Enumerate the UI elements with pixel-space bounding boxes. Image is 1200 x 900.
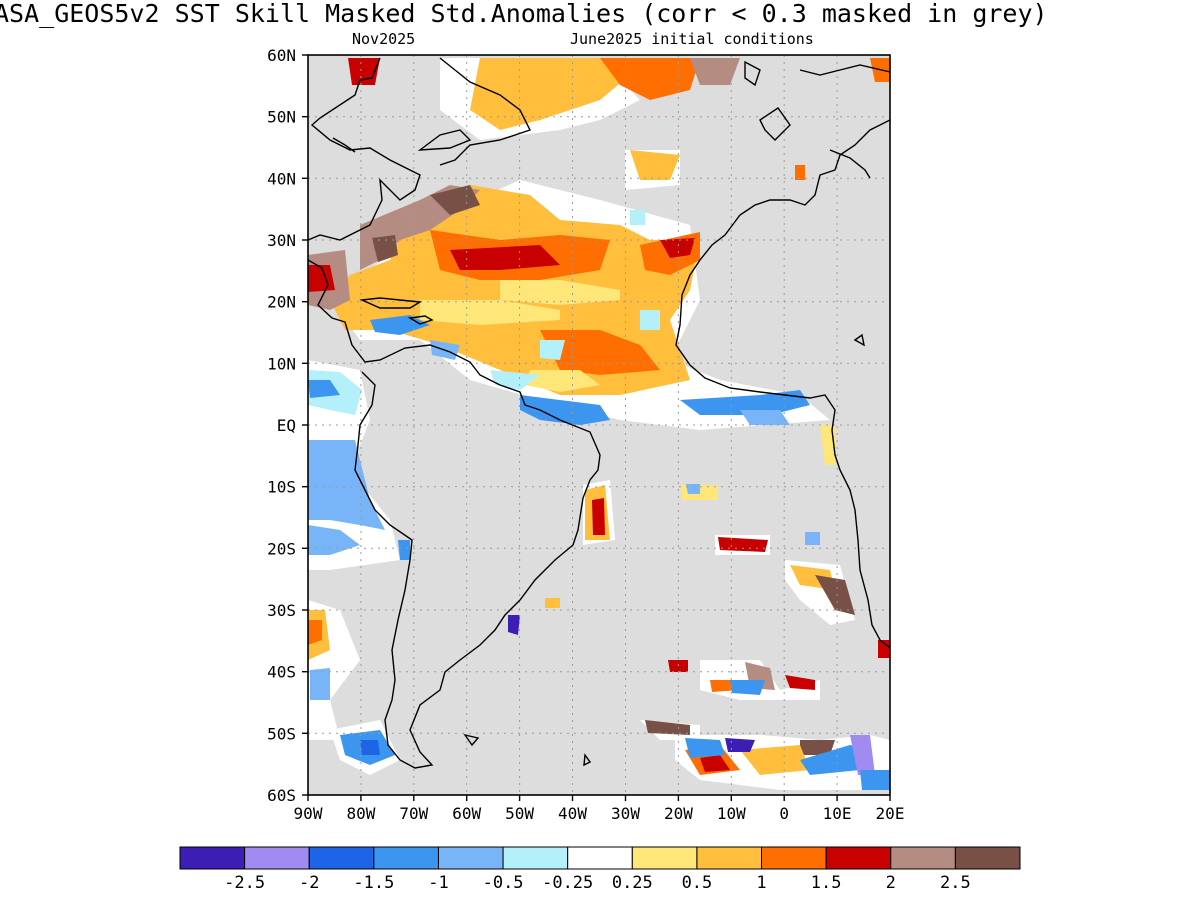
legend-swatch [437, 846, 504, 870]
lon-label: 30W [611, 804, 640, 823]
lat-label: 10N [267, 354, 296, 373]
map-title: ASA_GEOS5v2 SST Skill Masked Std.Anomali… [0, 0, 1048, 28]
lat-labels: 60N 50N 40N 30N 20N 10N EQ 10S 20S 30S 4… [267, 46, 296, 805]
lat-label: 20N [267, 293, 296, 312]
legend-swatch [373, 846, 439, 870]
map-plot-area [308, 55, 890, 795]
lon-label: 20E [876, 804, 905, 823]
lat-label: 50N [267, 108, 296, 127]
coastlines [308, 57, 890, 769]
lat-label: 10S [267, 478, 296, 497]
lat-label: 60N [267, 46, 296, 65]
legend-tick-label: -0.5 [483, 873, 524, 893]
legend-tick-label: 2.5 [940, 873, 971, 893]
legend-swatch [825, 846, 892, 870]
graticule [308, 55, 890, 795]
lat-label: 60S [267, 786, 296, 805]
lon-label: 10W [717, 804, 746, 823]
legend-swatch [308, 846, 375, 870]
legend-swatch [890, 846, 956, 870]
lon-labels: 90W 80W 70W 60W 50W 40W 30W 20W 10W 0 10… [294, 804, 905, 823]
legend-tick-label: 2 [886, 873, 896, 893]
lat-label: 40N [267, 169, 296, 188]
legend-swatch [954, 846, 1021, 870]
legend-tick-label: 1.5 [811, 873, 842, 893]
lon-label: 40W [558, 804, 587, 823]
legend-swatch [631, 846, 698, 870]
lat-label: 30S [267, 601, 296, 620]
legend-swatch [567, 846, 633, 870]
lon-label: 10E [823, 804, 852, 823]
lat-label: 20S [267, 539, 296, 558]
lat-label: 50S [267, 724, 296, 743]
lon-label: 50W [505, 804, 534, 823]
initial-conditions-label: June2025 initial conditions [570, 30, 814, 48]
warm-anomaly-shading [308, 58, 890, 775]
legend-swatch [696, 846, 763, 870]
legend-swatch [179, 846, 246, 870]
legend-swatch [761, 846, 827, 870]
legend-swatch [244, 846, 310, 870]
legend-tick-label: 0.5 [682, 873, 713, 893]
legend-tick-label: -0.25 [542, 873, 593, 893]
axis-ticks [302, 54, 891, 801]
legend-swatch [502, 846, 569, 870]
color-scale-legend: -2.5 -2 -1.5 -1 -0.5 -0.25 0.25 0.5 1 1.5 2 2.5 [179, 846, 1021, 893]
lon-label: 60W [452, 804, 481, 823]
legend-tick-label: 0.25 [612, 873, 653, 893]
lat-label: EQ [277, 416, 296, 435]
legend-tick-label: 1 [756, 873, 766, 893]
lon-label: 20W [664, 804, 693, 823]
lon-label: 80W [346, 804, 375, 823]
legend-tick-label: -2 [299, 873, 319, 893]
legend-tick-label: -2.5 [224, 873, 265, 893]
lon-label: 90W [294, 804, 323, 823]
legend-tick-label: -1 [428, 873, 448, 893]
cool-anomaly-shading [308, 210, 890, 790]
legend-tick-label: -1.5 [353, 873, 394, 893]
lon-label: 0 [779, 804, 789, 823]
forecast-month-label: Nov2025 [352, 30, 415, 48]
lon-label: 70W [399, 804, 428, 823]
lat-label: 30N [267, 231, 296, 250]
lat-label: 40S [267, 663, 296, 682]
